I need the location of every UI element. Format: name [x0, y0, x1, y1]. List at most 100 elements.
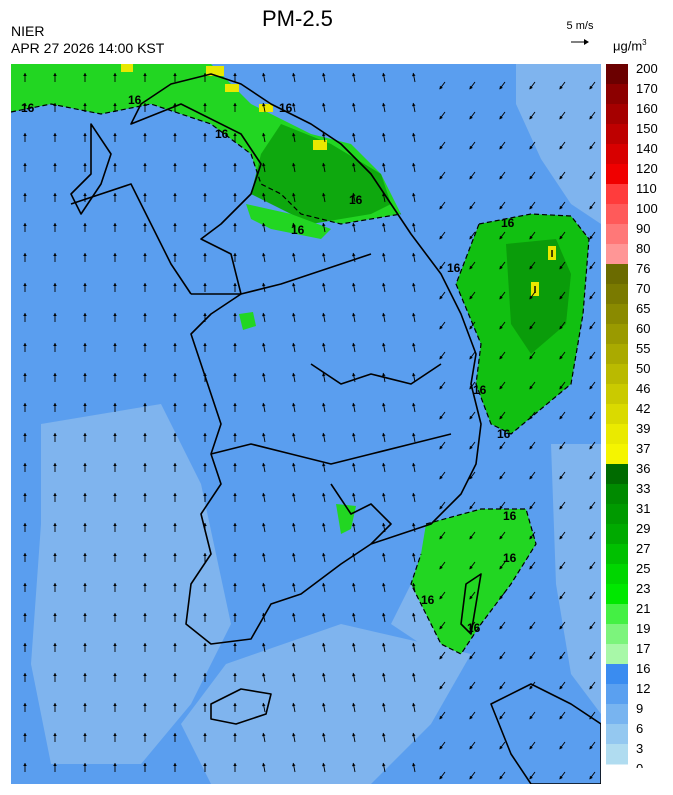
wind-arrowhead-icon [113, 373, 117, 376]
wind-arrowhead-icon [382, 373, 386, 377]
wind-arrowhead-icon [529, 595, 533, 600]
map-title: PM-2.5 [262, 6, 333, 31]
wind-arrowhead-icon [322, 193, 326, 197]
wind-arrowhead-icon [352, 493, 356, 497]
wind-arrowhead-icon [23, 673, 27, 676]
wind-arrowhead-icon [382, 133, 386, 137]
wind-arrowhead-icon [589, 205, 593, 210]
wind-arrowhead-icon [113, 133, 117, 136]
border-line [310, 363, 442, 385]
legend-label: 50 [636, 361, 650, 376]
wind-arrowhead-icon [113, 553, 117, 556]
wind-arrowhead-icon [589, 145, 593, 150]
wind-arrowhead-icon [203, 73, 207, 76]
wind-arrowhead-icon [499, 475, 503, 480]
wind-arrowhead-icon [23, 643, 27, 646]
wind-arrowhead-icon [173, 763, 177, 766]
wind-arrowhead-icon [262, 163, 266, 167]
contour-label: 16 [503, 551, 517, 565]
high-cell [206, 66, 224, 76]
wind-arrowhead-icon [23, 343, 27, 346]
wind-arrowhead-icon [352, 163, 356, 167]
wind-arrowhead-icon [113, 433, 117, 436]
wind-arrowhead-icon [262, 553, 266, 557]
legend-label: 37 [636, 441, 650, 456]
wind-arrowhead-icon [203, 373, 207, 376]
wind-arrowhead-icon [203, 433, 207, 436]
legend-swatch [606, 264, 628, 285]
wind-arrowhead-icon [292, 73, 296, 77]
wind-arrowhead-icon [203, 343, 207, 346]
wind-arrowhead-icon [233, 163, 237, 166]
wind-arrowhead-icon [83, 133, 87, 136]
wind-arrowhead-icon [113, 313, 117, 316]
wind-arrowhead-icon [143, 493, 147, 496]
wind-arrowhead-icon [143, 373, 147, 376]
wind-arrowhead-icon [529, 355, 533, 360]
wind-arrowhead-icon [173, 433, 177, 436]
wind-arrowhead-icon [83, 103, 87, 106]
wind-arrowhead-icon [412, 643, 416, 647]
wind-arrowhead-icon [499, 325, 503, 330]
wind-arrowhead-icon [83, 253, 87, 256]
wind-arrowhead-icon [262, 223, 266, 227]
wind-arrowhead-icon [559, 775, 563, 780]
wind-arrowhead-icon [113, 763, 117, 766]
wind-arrowhead-icon [23, 193, 27, 196]
wind-arrowhead-icon [233, 733, 237, 736]
wind-arrowhead-icon [382, 163, 386, 167]
wind-arrowhead-icon [23, 253, 27, 256]
legend-swatch [606, 284, 628, 305]
wind-arrowhead-icon [469, 415, 473, 420]
wind-arrowhead-icon [352, 613, 356, 617]
wind-arrowhead-icon [322, 763, 326, 767]
wind-arrowhead-icon [589, 85, 593, 90]
wind-arrowhead-icon [469, 745, 473, 750]
wind-arrowhead-icon [233, 673, 237, 676]
wind-arrowhead-icon [529, 235, 533, 240]
wind-arrowhead-icon [322, 163, 326, 167]
wind-arrowhead-icon [113, 613, 117, 616]
wind-arrowhead-icon [352, 343, 356, 347]
wind-arrowhead-icon [469, 565, 473, 570]
wind-arrowhead-icon [113, 703, 117, 706]
wind-arrowhead-icon [23, 133, 27, 136]
wind-arrowhead-icon [53, 733, 57, 736]
wind-arrowhead-icon [412, 73, 416, 77]
low-region-yellow-sea [31, 404, 231, 764]
wind-arrowhead-icon [352, 133, 356, 137]
wind-arrowhead-icon [439, 535, 443, 540]
wind-arrowhead-icon [559, 295, 563, 300]
wind-arrowhead-icon [233, 523, 237, 526]
wind-arrowhead-icon [529, 415, 533, 420]
legend-swatch [606, 664, 628, 685]
wind-arrowhead-icon [499, 685, 503, 690]
wind-arrowhead-icon [439, 265, 443, 270]
wind-arrowhead-icon [113, 673, 117, 676]
wind-arrowhead-icon [469, 655, 473, 660]
wind-arrowhead-icon [589, 295, 593, 300]
wind-arrowhead-icon [439, 565, 443, 570]
legend-label: 16 [636, 661, 650, 676]
wind-arrowhead-icon [83, 463, 87, 466]
wind-arrowhead-icon [589, 445, 593, 450]
wind-arrowhead-icon [439, 415, 443, 420]
wind-arrowhead-icon [352, 313, 356, 317]
wind-arrowhead-icon [439, 235, 443, 240]
wind-arrowhead-icon [53, 283, 57, 286]
wind-arrowhead-icon [143, 703, 147, 706]
wind-arrowhead-icon [559, 415, 563, 420]
wind-arrowhead-icon [292, 493, 296, 497]
wind-arrowhead-icon [83, 73, 87, 76]
legend-label: 27 [636, 541, 650, 556]
legend-swatch [606, 464, 628, 485]
wind-arrowhead-icon [589, 655, 593, 660]
wind-arrowhead-icon [529, 745, 533, 750]
wind-arrowhead-icon [439, 715, 443, 720]
wind-arrowhead-icon [439, 85, 443, 90]
wind-arrowhead-icon [173, 493, 177, 496]
wind-arrowhead-icon [322, 223, 326, 227]
wind-arrowhead-icon [83, 493, 87, 496]
wind-arrowhead-icon [439, 175, 443, 180]
wind-arrowhead-icon [412, 103, 416, 107]
